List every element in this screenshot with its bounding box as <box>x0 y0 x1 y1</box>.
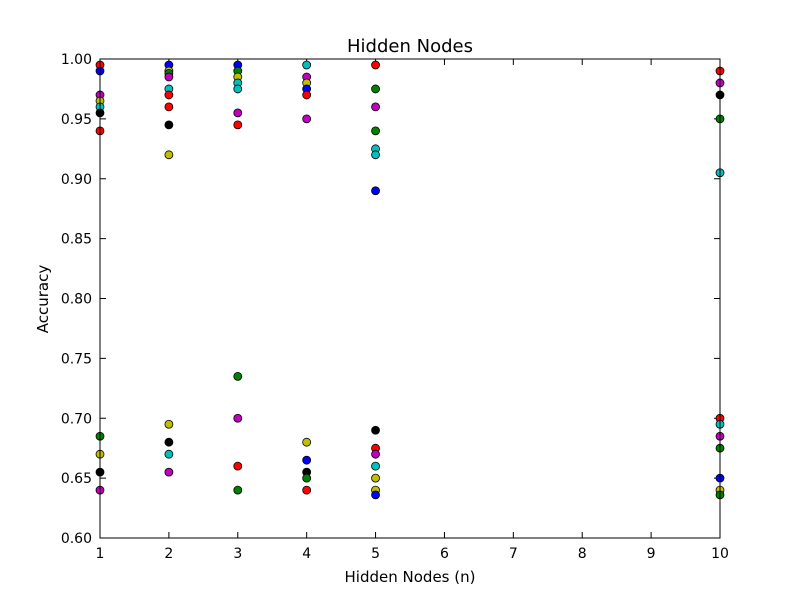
data-point-black <box>371 425 380 435</box>
data-point-red <box>302 485 312 495</box>
data-point-magenta <box>302 114 312 124</box>
data-point-magenta <box>233 108 243 118</box>
data-point-cyan <box>233 84 243 94</box>
data-point-red <box>164 102 174 112</box>
data-point-red <box>371 60 380 70</box>
data-point-cyan <box>371 150 380 160</box>
x-tick-label: 4 <box>302 546 311 562</box>
data-point-magenta <box>164 467 174 477</box>
y-tick-label: 0.60 <box>61 531 92 547</box>
x-tick-label: 6 <box>440 546 449 562</box>
data-point-red <box>233 461 243 471</box>
data-point-green <box>302 473 312 483</box>
y-tick-label: 0.75 <box>61 351 92 367</box>
data-point-black <box>164 120 174 130</box>
data-point-cyan <box>164 449 174 459</box>
data-point-green <box>233 485 243 495</box>
data-point-red <box>302 90 312 100</box>
x-tick-label: 9 <box>647 546 656 562</box>
chart-title: Hidden Nodes <box>347 36 473 57</box>
data-point-cyan <box>371 461 380 471</box>
data-point-magenta <box>164 72 174 82</box>
x-tick-label: 5 <box>371 546 380 562</box>
data-point-green <box>371 84 380 94</box>
y-tick-label: 0.70 <box>61 411 92 427</box>
y-axis-label: Accuracy <box>34 265 52 334</box>
y-tick-label: 0.95 <box>61 112 92 128</box>
y-tick-label: 0.90 <box>61 172 92 188</box>
x-axis-label: Hidden Nodes (n) <box>345 568 476 586</box>
data-point-magenta <box>371 449 380 459</box>
x-tick-label: 1 <box>96 546 105 562</box>
data-point-blue <box>302 455 312 465</box>
y-tick-label: 0.85 <box>61 232 92 248</box>
x-tick-label: 7 <box>509 546 518 562</box>
y-tick-label: 1.00 <box>61 52 92 68</box>
plot-frame <box>99 58 721 539</box>
data-points <box>95 60 725 500</box>
data-point-yellow <box>164 150 174 160</box>
data-point-blue <box>371 490 380 500</box>
data-point-magenta <box>233 413 243 423</box>
y-tick-label: 0.65 <box>61 471 92 487</box>
data-point-magenta <box>371 102 380 112</box>
data-point-black <box>164 437 174 447</box>
x-tick-label: 2 <box>164 546 173 562</box>
data-point-yellow <box>371 473 380 483</box>
data-point-red <box>164 90 174 100</box>
axis-ticks: 1 2 3 4 5 6 7 8 9 10 0.60 0.65 0.70 0.75 0.80 0.85 0.90 0… <box>61 52 729 562</box>
data-point-yellow <box>164 419 174 429</box>
data-point-yellow <box>302 437 312 447</box>
data-point-green <box>371 126 380 136</box>
y-tick-label: 0.80 <box>61 292 92 308</box>
data-point-green <box>233 371 243 381</box>
data-point-red <box>233 120 243 130</box>
data-point-blue <box>371 186 380 196</box>
x-tick-label: 10 <box>711 546 729 562</box>
x-tick-label: 3 <box>233 546 242 562</box>
x-tick-label: 8 <box>578 546 587 562</box>
data-point-cyan <box>302 60 312 70</box>
